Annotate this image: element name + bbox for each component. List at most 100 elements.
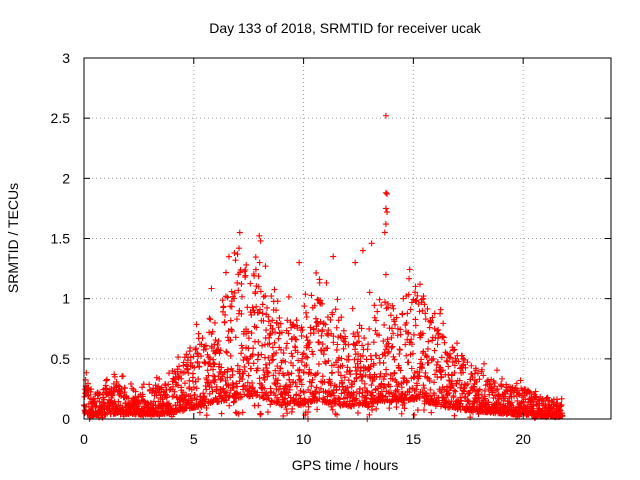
data-point <box>187 344 194 351</box>
data-point <box>264 304 271 311</box>
data-point <box>329 309 336 316</box>
x-tick-label: 20 <box>515 431 531 447</box>
data-point <box>298 376 305 383</box>
data-point <box>413 297 420 304</box>
data-point <box>317 318 324 325</box>
data-point <box>253 392 260 399</box>
data-point <box>288 370 295 377</box>
data-point <box>171 376 178 383</box>
data-point <box>412 322 419 329</box>
data-point <box>207 355 214 362</box>
data-point <box>412 283 419 290</box>
data-point <box>391 369 398 376</box>
data-point <box>296 377 303 384</box>
data-point <box>209 388 216 395</box>
data-point <box>451 346 458 353</box>
data-point <box>376 355 383 362</box>
data-point <box>220 385 227 392</box>
data-point <box>295 372 302 379</box>
data-point <box>217 376 224 383</box>
data-point <box>395 388 402 395</box>
data-point <box>297 387 304 394</box>
data-point <box>345 356 352 363</box>
data-point <box>293 383 300 390</box>
data-point <box>420 348 427 355</box>
data-point <box>475 387 482 394</box>
data-point <box>307 324 314 331</box>
data-point <box>296 366 303 373</box>
data-point <box>446 377 453 384</box>
data-point <box>278 346 285 353</box>
data-point <box>209 328 216 335</box>
data-point <box>460 369 467 376</box>
data-point <box>212 376 219 383</box>
data-point <box>280 350 287 357</box>
data-point <box>293 336 300 343</box>
data-point <box>309 376 316 383</box>
data-point <box>275 386 282 393</box>
data-point <box>431 310 438 317</box>
data-point <box>380 338 387 345</box>
data-point <box>264 392 271 399</box>
data-point <box>397 346 404 353</box>
data-point <box>284 317 291 324</box>
data-point <box>219 297 226 304</box>
data-point <box>236 229 243 236</box>
data-point <box>421 301 428 308</box>
data-point <box>445 363 452 370</box>
data-point <box>363 387 370 394</box>
data-point <box>215 338 222 345</box>
data-point <box>165 370 172 377</box>
data-point <box>398 384 405 391</box>
data-point <box>248 311 255 318</box>
data-point <box>521 392 528 399</box>
data-point <box>238 342 245 349</box>
data-point <box>419 330 426 337</box>
data-point <box>260 317 267 324</box>
data-point <box>437 374 444 381</box>
data-point <box>255 283 262 290</box>
data-point <box>488 384 495 391</box>
data-point <box>274 298 281 305</box>
data-point <box>334 296 341 303</box>
data-point <box>424 353 431 360</box>
data-point <box>249 351 256 358</box>
data-point <box>284 410 291 417</box>
data-point <box>192 346 199 353</box>
data-point <box>250 360 257 367</box>
data-point <box>412 298 419 305</box>
data-point <box>475 394 482 401</box>
data-point <box>481 387 488 394</box>
data-point <box>419 361 426 368</box>
data-point <box>328 403 335 410</box>
data-point <box>225 253 232 260</box>
data-point <box>476 376 483 383</box>
data-point <box>110 387 117 394</box>
data-point <box>224 294 231 301</box>
data-point <box>265 313 272 320</box>
data-point <box>319 373 326 380</box>
data-point <box>444 390 451 397</box>
data-point <box>308 383 315 390</box>
data-point <box>340 345 347 352</box>
x-tick-label: 5 <box>190 431 198 447</box>
data-point <box>286 376 293 383</box>
data-point <box>231 249 238 256</box>
data-point <box>210 360 217 367</box>
data-point <box>302 353 309 360</box>
data-point <box>416 308 423 315</box>
data-point <box>303 362 310 369</box>
data-point <box>278 329 285 336</box>
data-point <box>198 353 205 360</box>
data-point <box>465 398 472 405</box>
data-point <box>289 353 296 360</box>
data-point <box>303 334 310 341</box>
data-point <box>309 351 316 358</box>
data-point <box>290 362 297 369</box>
data-point <box>93 402 100 409</box>
data-point <box>421 406 428 413</box>
data-point <box>301 303 308 310</box>
data-point <box>214 341 221 348</box>
data-point <box>341 374 348 381</box>
